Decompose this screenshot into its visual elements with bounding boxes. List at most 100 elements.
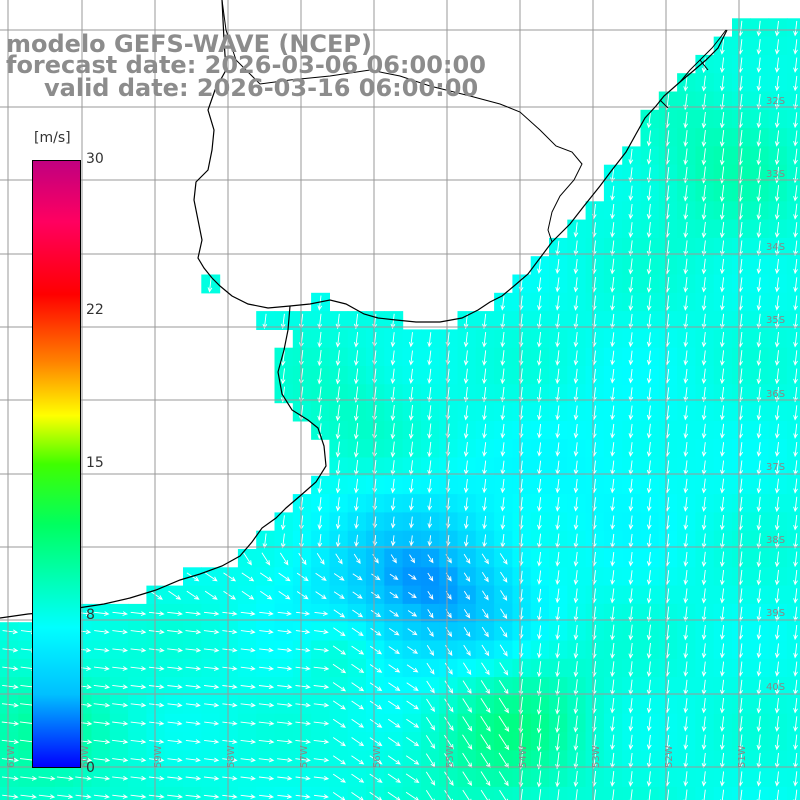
wind-vector-arrow xyxy=(793,203,798,220)
wind-vector-arrow xyxy=(482,497,487,512)
wind-vector-arrow xyxy=(317,386,323,403)
wind-vector-arrow xyxy=(335,478,341,494)
wind-vector-arrow xyxy=(628,387,634,402)
wind-vector-arrow xyxy=(646,497,652,512)
wind-vector-arrow xyxy=(646,442,652,458)
wind-vector-arrow xyxy=(610,624,615,641)
wind-vector-arrow xyxy=(756,606,762,622)
wind-vector-arrow xyxy=(75,776,92,781)
wind-vector-arrow xyxy=(2,629,19,635)
wind-vector-arrow xyxy=(277,629,292,635)
wind-vector-arrow xyxy=(409,535,414,547)
wind-vector-arrow xyxy=(573,661,579,678)
wind-vector-arrow xyxy=(573,697,579,715)
wind-vector-arrow xyxy=(573,478,579,494)
wind-speed-cell xyxy=(384,786,404,800)
wind-vector-arrow xyxy=(369,755,383,765)
wind-vector-arrow xyxy=(463,368,469,385)
wind-vector-arrow xyxy=(683,387,689,403)
wind-vector-arrow xyxy=(646,387,652,402)
wind-vector-arrow xyxy=(536,714,542,734)
wind-vector-arrow xyxy=(335,497,341,512)
wind-vector-arrow xyxy=(222,794,238,799)
wind-vector-arrow xyxy=(793,496,798,513)
wind-speed-cell xyxy=(311,786,330,800)
valid-date: valid date: 2026-03-16 06:00:00 xyxy=(44,74,479,102)
wind-vector-arrow xyxy=(774,423,780,439)
longitude-label: 54W xyxy=(518,745,529,768)
wind-speed-cell xyxy=(183,786,202,800)
wind-vector-arrow xyxy=(185,757,201,763)
wind-vector-arrow xyxy=(204,572,218,582)
wind-vector-arrow xyxy=(756,313,762,330)
wind-vector-arrow xyxy=(573,332,579,348)
wind-speed-cell xyxy=(786,274,800,294)
wind-vector-arrow xyxy=(167,757,183,763)
wind-vector-arrow xyxy=(481,626,489,638)
wind-vector-arrow xyxy=(93,775,111,781)
wind-speed-cell xyxy=(73,786,93,800)
estuary-coast xyxy=(0,305,327,619)
wind-vector-arrow xyxy=(243,552,252,566)
wind-vector-arrow xyxy=(701,75,707,92)
wind-vector-arrow xyxy=(1,757,20,763)
wind-vector-arrow xyxy=(701,350,707,366)
wind-vector-arrow xyxy=(793,39,798,55)
colorbar-tick: 15 xyxy=(86,455,104,471)
wind-vector-arrow xyxy=(498,697,509,714)
wind-vector-arrow xyxy=(793,423,798,439)
wind-vector-arrow xyxy=(756,716,762,733)
wind-vector-arrow xyxy=(480,715,491,732)
wind-speed-cell xyxy=(786,18,800,38)
wind-vector-arrow xyxy=(720,295,725,311)
wind-vector-arrow xyxy=(481,644,490,657)
wind-vector-arrow xyxy=(574,789,578,800)
wind-vector-arrow xyxy=(756,184,762,202)
wind-vector-arrow xyxy=(462,680,472,695)
wind-speed-cell xyxy=(274,786,294,800)
wind-vector-arrow xyxy=(573,734,579,751)
wind-vector-arrow xyxy=(1,776,19,781)
latitude-label: 40S xyxy=(766,682,785,693)
wind-vector-arrow xyxy=(628,734,634,750)
latitude-label: 38S xyxy=(766,535,785,546)
wind-vector-arrow xyxy=(407,628,418,636)
wind-vector-arrow xyxy=(222,611,238,616)
wind-vector-arrow xyxy=(130,684,147,690)
wind-vector-arrow xyxy=(756,496,762,513)
wind-vector-arrow xyxy=(427,423,432,440)
wind-vector-arrow xyxy=(277,702,293,708)
wind-vector-arrow xyxy=(701,184,707,202)
wind-vector-arrow xyxy=(427,387,432,403)
wind-vector-arrow xyxy=(259,794,275,799)
wind-vector-arrow xyxy=(683,570,689,586)
wind-vector-arrow xyxy=(756,643,762,659)
wind-vector-arrow xyxy=(756,551,762,568)
wind-vector-arrow xyxy=(240,666,256,671)
wind-speed-cell xyxy=(786,146,800,166)
wind-vector-arrow xyxy=(683,258,689,275)
wind-vector-arrow xyxy=(369,773,383,783)
wind-vector-arrow xyxy=(149,684,165,690)
wind-vector-arrow xyxy=(500,571,508,583)
wind-vector-arrow xyxy=(481,572,489,583)
wind-vector-arrow xyxy=(351,773,365,783)
wind-vector-arrow xyxy=(555,368,560,385)
wind-vector-arrow xyxy=(444,698,454,713)
wind-vector-arrow xyxy=(701,588,707,604)
wind-vector-arrow xyxy=(774,697,780,714)
wind-vector-arrow xyxy=(148,666,165,671)
wind-vector-arrow xyxy=(353,441,359,458)
wind-vector-arrow xyxy=(371,573,381,581)
wind-vector-arrow xyxy=(774,331,780,348)
wind-vector-arrow xyxy=(756,789,762,800)
colorbar-tick: 8 xyxy=(86,607,95,623)
wind-vector-arrow xyxy=(719,368,725,385)
wind-vector-arrow xyxy=(793,277,798,293)
wind-vector-arrow xyxy=(56,776,74,781)
wind-vector-arrow xyxy=(407,610,418,617)
wind-vector-arrow xyxy=(2,666,19,671)
wind-vector-arrow xyxy=(683,643,689,659)
wind-vector-arrow xyxy=(240,721,257,726)
wind-vector-arrow xyxy=(610,295,615,311)
